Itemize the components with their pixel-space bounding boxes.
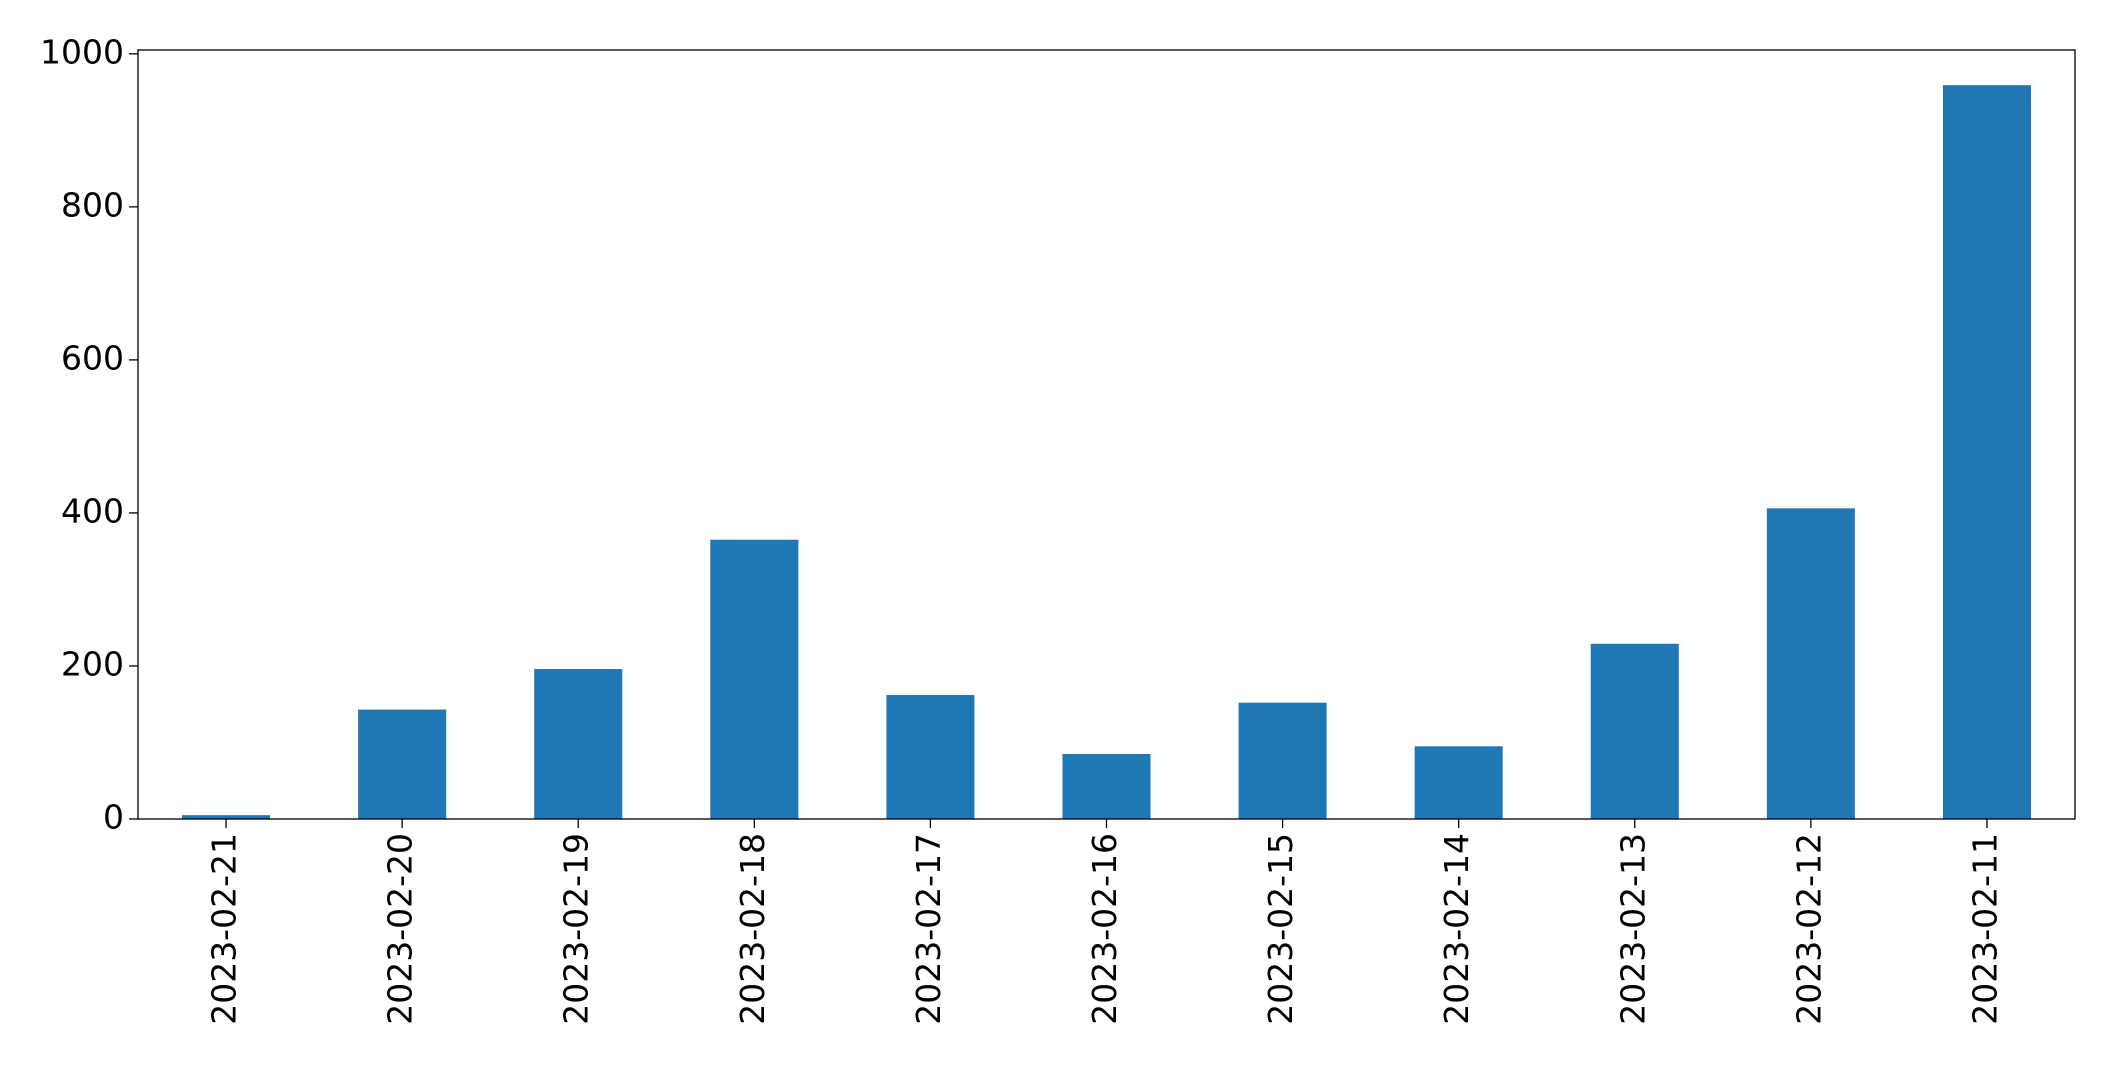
y-tick-label: 800 [61,185,124,224]
y-tick-label: 1000 [40,32,124,71]
x-tick-label: 2023-02-21 [205,833,244,1025]
y-tick-label: 200 [61,644,124,683]
x-tick-label: 2023-02-14 [1437,833,1476,1025]
y-tick-label: 600 [61,338,124,377]
x-tick-label: 2023-02-16 [1085,833,1124,1025]
x-tick-label: 2023-02-19 [557,833,596,1025]
x-tick-label: 2023-02-12 [1789,833,1828,1025]
bar [1414,746,1503,819]
bar [1942,85,2031,820]
bar [1766,508,1855,819]
plot-frame [137,49,2076,820]
x-tick-label: 2023-02-18 [733,833,772,1025]
bar [358,709,447,819]
bar [534,669,623,819]
bar [710,539,799,819]
x-tick-label: 2023-02-15 [1261,833,1300,1025]
bar [1590,643,1679,819]
x-tick-label: 2023-02-20 [381,833,420,1025]
x-tick-label: 2023-02-11 [1965,833,2004,1025]
x-tick-label: 2023-02-17 [909,833,948,1025]
bar [182,815,271,819]
y-tick-label: 400 [61,491,124,530]
y-tick-label: 0 [103,798,124,837]
bar [1062,753,1151,819]
x-tick-label: 2023-02-13 [1613,833,1652,1025]
bar [1238,702,1327,819]
bar [886,695,975,819]
